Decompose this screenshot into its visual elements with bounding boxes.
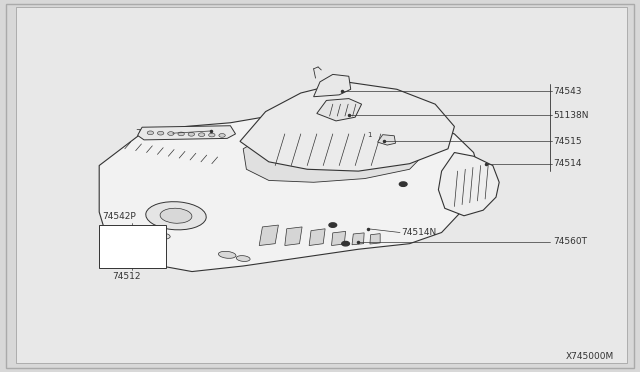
Polygon shape bbox=[285, 227, 302, 246]
Text: 1: 1 bbox=[367, 132, 372, 138]
Polygon shape bbox=[438, 153, 499, 216]
Polygon shape bbox=[138, 126, 236, 140]
Circle shape bbox=[329, 223, 337, 227]
Circle shape bbox=[188, 132, 195, 136]
Polygon shape bbox=[370, 234, 380, 244]
Circle shape bbox=[219, 134, 225, 137]
Polygon shape bbox=[378, 135, 396, 145]
Polygon shape bbox=[352, 233, 364, 245]
Circle shape bbox=[157, 131, 164, 135]
Ellipse shape bbox=[218, 251, 236, 258]
Polygon shape bbox=[332, 231, 346, 246]
Polygon shape bbox=[240, 82, 454, 171]
Ellipse shape bbox=[146, 202, 206, 230]
Text: 74560T: 74560T bbox=[554, 237, 588, 246]
Text: 74543: 74543 bbox=[554, 87, 582, 96]
Circle shape bbox=[147, 131, 154, 135]
Text: 74512: 74512 bbox=[112, 272, 140, 281]
Polygon shape bbox=[259, 225, 278, 246]
Ellipse shape bbox=[236, 256, 250, 262]
Ellipse shape bbox=[160, 208, 192, 223]
Circle shape bbox=[178, 132, 184, 136]
Text: 74514M: 74514M bbox=[135, 129, 172, 138]
Text: 51138N: 51138N bbox=[554, 111, 589, 120]
Text: 74514: 74514 bbox=[554, 159, 582, 168]
Bar bbox=[99, 225, 166, 268]
Text: X745000M: X745000M bbox=[566, 352, 614, 361]
Polygon shape bbox=[309, 229, 325, 246]
Polygon shape bbox=[99, 104, 480, 272]
Text: 74514N: 74514N bbox=[401, 228, 436, 237]
Text: 74515: 74515 bbox=[554, 137, 582, 146]
Ellipse shape bbox=[156, 233, 170, 239]
Circle shape bbox=[168, 132, 174, 135]
Circle shape bbox=[209, 133, 215, 137]
Circle shape bbox=[198, 133, 205, 137]
Polygon shape bbox=[243, 128, 422, 182]
Circle shape bbox=[399, 182, 407, 186]
Text: 74542P: 74542P bbox=[102, 212, 136, 221]
Polygon shape bbox=[314, 74, 351, 97]
Polygon shape bbox=[317, 99, 362, 121]
Circle shape bbox=[342, 241, 349, 246]
